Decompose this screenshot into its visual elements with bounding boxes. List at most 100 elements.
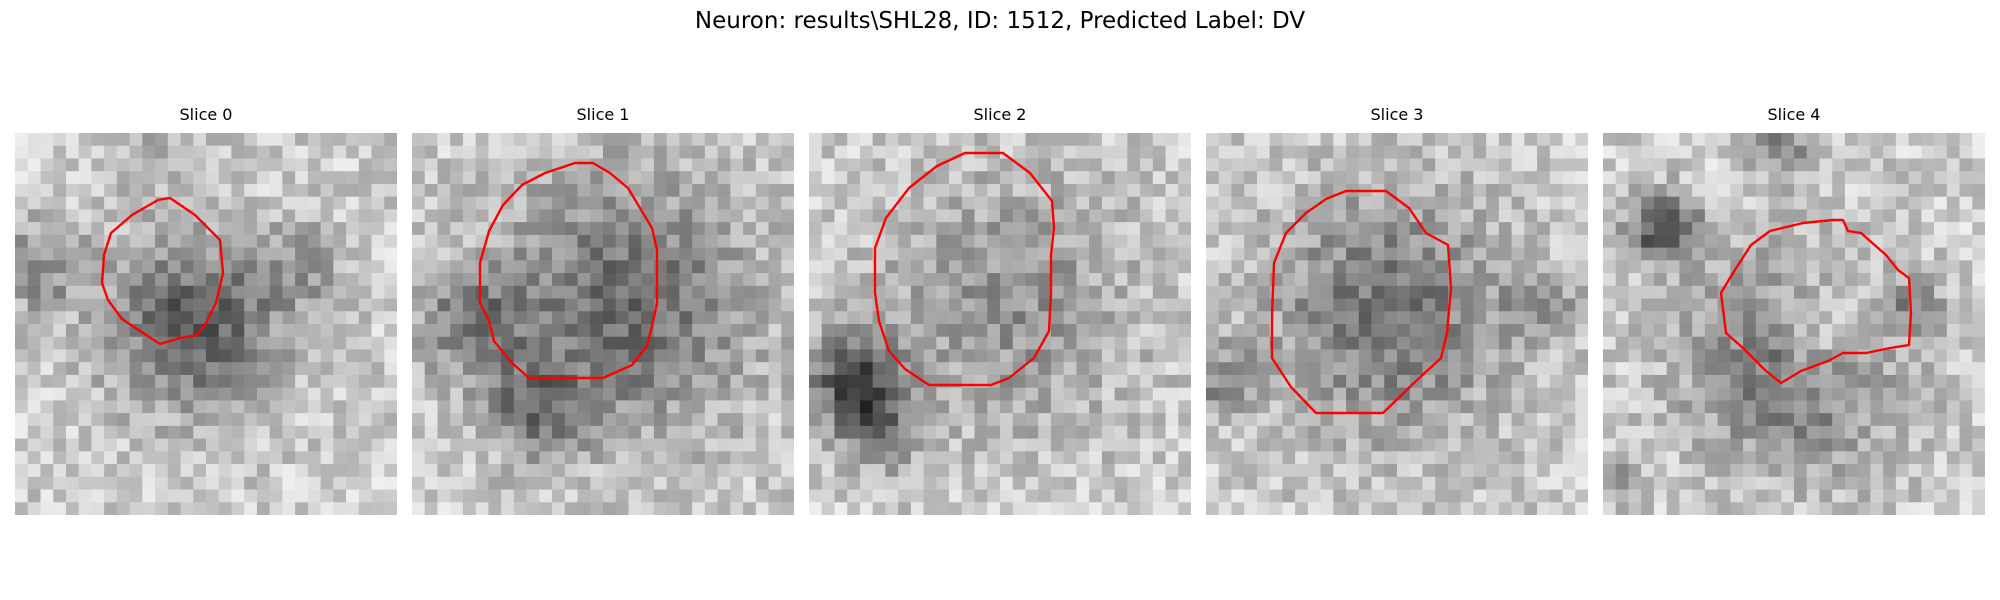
pixel-cell	[1371, 413, 1385, 427]
pixel-cell	[809, 413, 823, 427]
pixel-cell	[475, 362, 489, 376]
pixel-cell	[628, 464, 642, 478]
pixel-cell	[1101, 273, 1116, 287]
pixel-cell	[1870, 374, 1884, 389]
pixel-cell	[1076, 247, 1090, 261]
pixel-cell	[1127, 222, 1141, 236]
pixel-cell	[653, 183, 668, 198]
pixel-cell	[180, 234, 194, 249]
pixel-cell	[1063, 438, 1077, 452]
pixel-cell	[1524, 464, 1538, 478]
pixel-cell	[206, 451, 220, 465]
pixel-cell	[1524, 400, 1538, 414]
pixel-cell	[704, 349, 719, 363]
pixel-cell	[1089, 387, 1103, 401]
pixel-cell	[218, 196, 233, 210]
pixel-cell	[666, 336, 680, 351]
pixel-cell	[577, 451, 591, 465]
pixel-cell	[320, 285, 334, 300]
pixel-cell	[1819, 425, 1833, 440]
pixel-cell	[704, 374, 719, 389]
pixel-cell	[1641, 183, 1655, 198]
pixel-cell	[809, 285, 823, 300]
pixel-cell	[1333, 196, 1347, 210]
pixel-cell	[1603, 209, 1617, 223]
pixel-cell	[91, 298, 105, 312]
pixel-cell	[1397, 476, 1411, 491]
pixel-cell	[53, 158, 67, 172]
pixel-cell	[1755, 349, 1770, 363]
pixel-cell	[1269, 196, 1283, 210]
pixel-cell	[167, 464, 182, 478]
pixel-cell	[1666, 362, 1680, 376]
pixel-cell	[1844, 158, 1859, 172]
pixel-cell	[65, 222, 80, 236]
pixel-cell	[1653, 247, 1668, 261]
pixel-cell	[40, 464, 54, 478]
pixel-cell	[1178, 260, 1191, 274]
pixel-cell	[1794, 324, 1808, 338]
pixel-cell	[424, 324, 439, 338]
pixel-cell	[1730, 209, 1744, 223]
pixel-cell	[1717, 349, 1731, 363]
pixel-cell	[462, 285, 477, 300]
pixel-cell	[885, 451, 899, 465]
pixel-cell	[1346, 247, 1360, 261]
pixel-cell	[898, 234, 912, 249]
pixel-cell	[641, 133, 655, 147]
pixel-cell	[1959, 171, 1973, 185]
pixel-cell	[679, 171, 693, 185]
pixel-cell	[809, 158, 823, 172]
pixel-cell	[603, 209, 617, 223]
pixel-cell	[821, 158, 836, 172]
pixel-cell	[936, 273, 950, 287]
pixel-cell	[1218, 158, 1233, 172]
pixel-cell	[809, 183, 823, 198]
pixel-cell	[526, 145, 540, 160]
pixel-cell	[450, 362, 464, 376]
pixel-cell	[1447, 133, 1462, 147]
pixel-cell	[1730, 183, 1744, 198]
pixel-cell	[564, 324, 579, 338]
pixel-cell	[1730, 502, 1744, 515]
pixel-cell	[1358, 298, 1373, 312]
pixel-cell	[859, 133, 874, 147]
pixel-cell	[910, 285, 925, 300]
pixel-cell	[116, 400, 131, 414]
pixel-cell	[358, 196, 373, 210]
pixel-cell	[1206, 502, 1220, 515]
pixel-cell	[346, 133, 360, 147]
pixel-cell	[1883, 247, 1897, 261]
pixel-cell	[1921, 311, 1935, 325]
pixel-cell	[847, 489, 861, 503]
pixel-cell	[65, 158, 80, 172]
pixel-cell	[974, 273, 988, 287]
pixel-cell	[1460, 336, 1474, 351]
pixel-cell	[244, 336, 258, 351]
pixel-cell	[1524, 311, 1538, 325]
pixel-cell	[1165, 502, 1179, 515]
pixel-cell	[1781, 298, 1795, 312]
pixel-cell	[1256, 502, 1271, 515]
pixel-cell	[1615, 209, 1630, 223]
pixel-cell	[1358, 425, 1373, 440]
pixel-cell	[781, 260, 794, 274]
pixel-cell	[1218, 413, 1233, 427]
pixel-cell	[501, 298, 515, 312]
pixel-cell	[1333, 324, 1347, 338]
pixel-cell	[653, 425, 668, 440]
pixel-cell	[755, 349, 770, 363]
pixel-cell	[1704, 145, 1719, 160]
pixel-cell	[552, 502, 566, 515]
pixel-cell	[1562, 336, 1576, 351]
pixel-cell	[412, 209, 426, 223]
pixel-cell	[961, 502, 976, 515]
pixel-cell	[1870, 298, 1884, 312]
pixel-cell	[539, 183, 553, 198]
pixel-cell	[1794, 336, 1808, 351]
pixel-cell	[1806, 425, 1821, 440]
pixel-cell	[1409, 413, 1424, 427]
pixel-cell	[358, 502, 373, 515]
pixel-cell	[859, 196, 874, 210]
pixel-cell	[142, 362, 156, 376]
